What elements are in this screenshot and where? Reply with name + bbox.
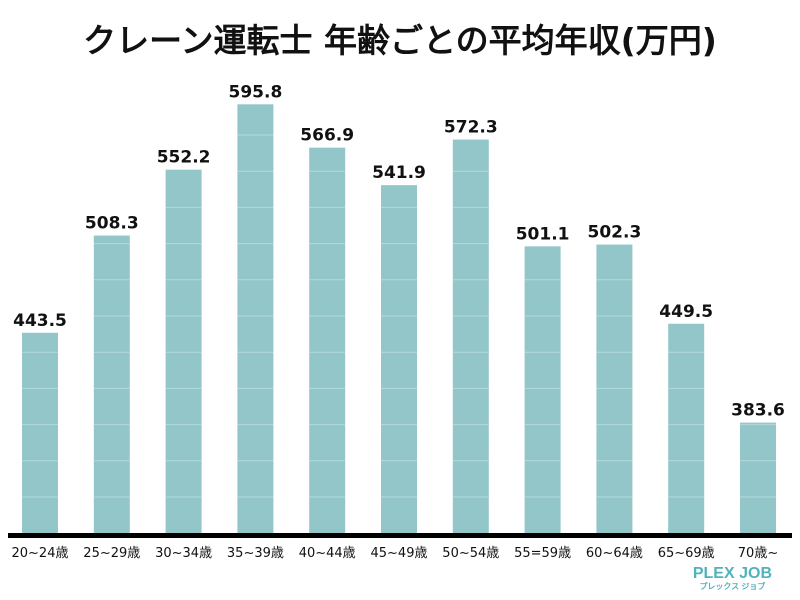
x-tick-label: 55=59歳 <box>514 546 571 561</box>
bar <box>381 185 417 533</box>
chart-title: クレーン運転士 年齢ごとの平均年収(万円) <box>83 21 717 60</box>
x-tick-label: 60~64歳 <box>586 546 643 561</box>
x-tick-label: 40~44歳 <box>299 546 356 561</box>
data-label: 552.2 <box>157 148 211 168</box>
logo-sub: プレックス ジョブ <box>699 582 766 591</box>
data-label: 501.1 <box>516 224 570 244</box>
x-tick-label: 65~69歳 <box>658 546 715 561</box>
data-label: 595.8 <box>229 82 283 102</box>
data-label: 572.3 <box>444 118 498 138</box>
plex-job-logo: PLEX JOB プレックス ジョブ <box>693 566 772 592</box>
bar <box>668 323 705 533</box>
bar <box>165 169 202 533</box>
data-label: 449.5 <box>659 302 713 322</box>
x-tick-label: 45~49歳 <box>371 546 428 561</box>
x-tick-label: 50~54歳 <box>442 546 499 561</box>
bar <box>22 332 58 533</box>
bar <box>93 235 130 534</box>
bar <box>524 246 561 533</box>
x-tick-label: 30~34歳 <box>155 546 212 561</box>
data-label: 566.9 <box>300 126 354 146</box>
x-tick-label: 25~29歳 <box>83 546 140 561</box>
x-axis <box>8 533 792 538</box>
bar <box>237 104 274 534</box>
bar <box>740 422 776 533</box>
data-label: 508.3 <box>85 214 139 234</box>
x-tick-label: 70歳~ <box>738 546 778 561</box>
data-label: 383.6 <box>731 401 785 421</box>
bar <box>309 147 346 533</box>
x-tick-label: 20~24歳 <box>12 546 69 561</box>
data-label: 541.9 <box>372 163 426 183</box>
data-label: 502.3 <box>588 223 642 243</box>
data-label: 443.5 <box>13 311 67 331</box>
bar <box>452 139 489 534</box>
logo-main: PLEX JOB <box>692 565 772 582</box>
x-tick-label: 35~39歳 <box>227 546 284 561</box>
